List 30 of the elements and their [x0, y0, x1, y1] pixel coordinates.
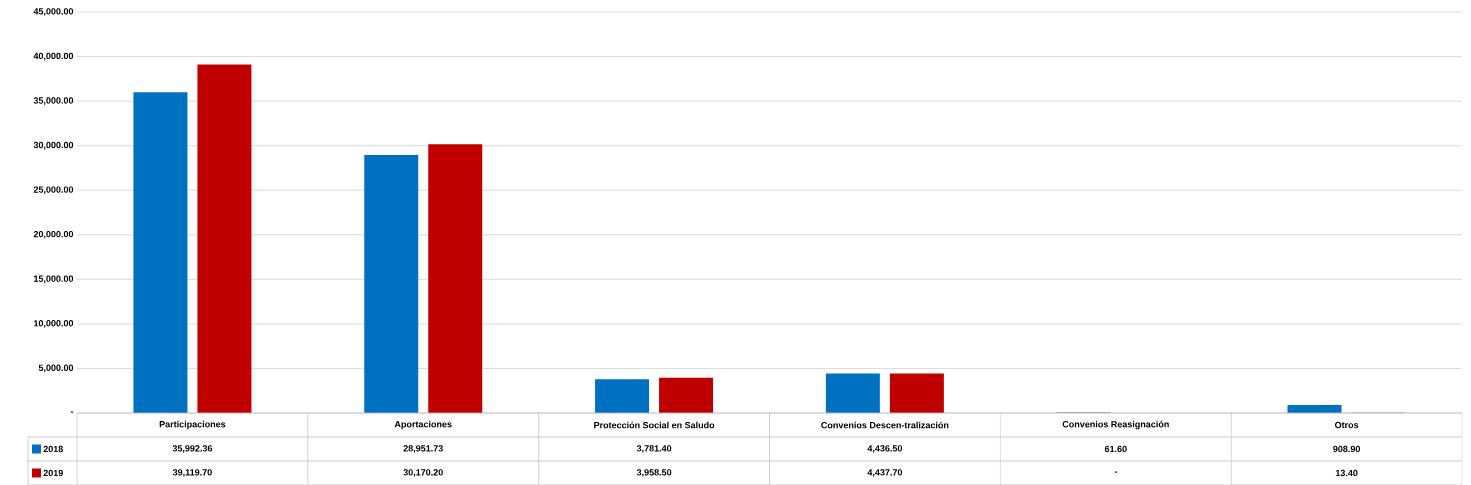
x-tick-label: Convenios Descen-tralización: [821, 421, 949, 429]
legend-label: 2019: [43, 469, 63, 476]
data-label: 13.40: [1335, 469, 1358, 476]
x-tick-label: Protección Social en Saludo: [594, 421, 715, 429]
data-label: 61.60: [1104, 445, 1127, 452]
data-label: 908.90: [1333, 445, 1360, 452]
data-label: 4,436.50: [867, 444, 903, 453]
x-tick-label: Participaciones: [159, 420, 226, 429]
data-label: 39,119.70: [172, 468, 212, 477]
y-tick-label: 40,000.00: [33, 52, 74, 61]
data-label: 35,992.36: [172, 444, 213, 453]
y-tick-label: -: [70, 411, 74, 413]
x-tick-label: Aportaciones: [394, 420, 452, 429]
data-label: 4,437.70: [867, 468, 903, 477]
y-tick-label: 45,000.00: [33, 7, 74, 16]
x-tick-label: Convenios Reasignación: [1062, 420, 1169, 430]
x-tick-label: Otros: [1334, 421, 1359, 428]
y-tick-label: 35,000.00: [33, 97, 74, 105]
text: -: [1114, 471, 1117, 473]
y-tick-label: 5,000.00: [38, 364, 74, 373]
y-tick-label: 20,000.00: [33, 230, 74, 239]
data-label: 3,958.50: [636, 468, 672, 477]
data-label: 3,781.40: [636, 444, 672, 453]
y-tick-label: 30,000.00: [33, 141, 74, 150]
legend-label: 2018: [43, 445, 63, 452]
y-tick-label: 15,000.00: [34, 275, 74, 283]
data-label: 28,951.73: [403, 444, 443, 453]
data-label: 30,170.20: [403, 468, 443, 477]
y-tick-label: 25,000.00: [33, 186, 74, 194]
y-tick-label: 10,000.00: [34, 319, 74, 328]
